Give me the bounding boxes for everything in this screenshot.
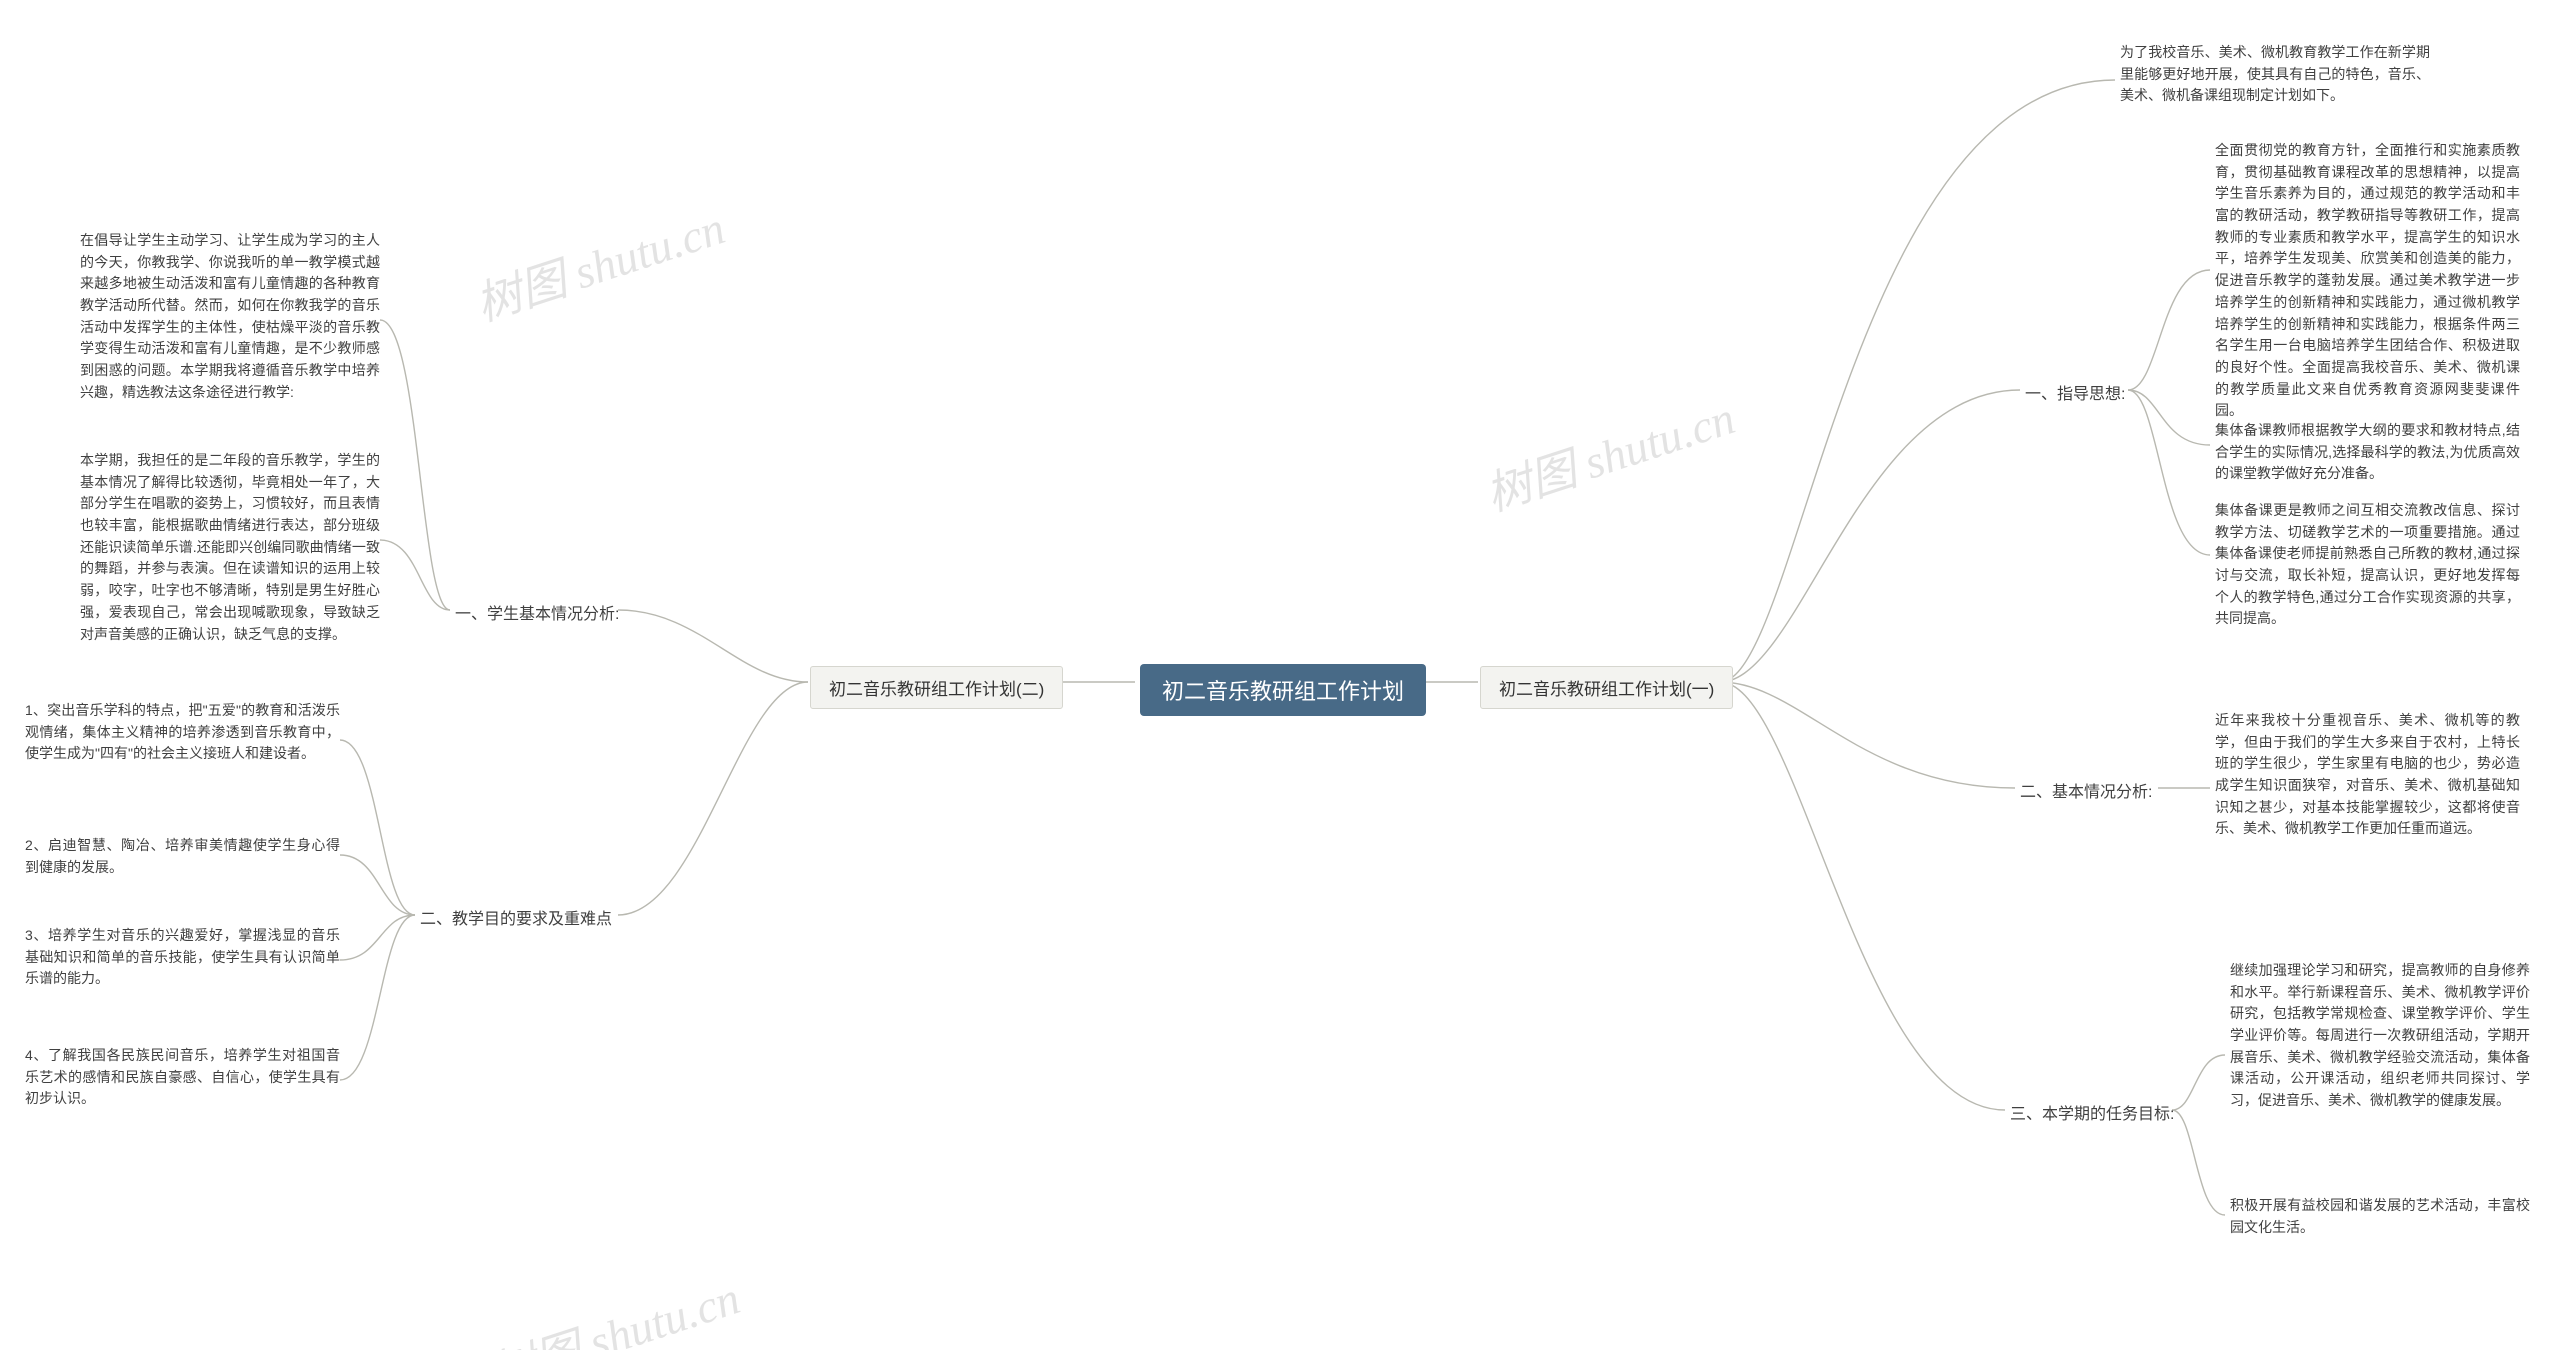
plan2-sectionA-title[interactable]: 一、学生基本情况分析: bbox=[455, 600, 619, 624]
root-node[interactable]: 初二音乐教研组工作计划 bbox=[1140, 664, 1426, 716]
watermark: 树图 shutu.cn bbox=[466, 192, 732, 335]
branch-plan-1[interactable]: 初二音乐教研组工作计划(一) bbox=[1480, 666, 1733, 709]
plan1-section3-leaf2: 积极开展有益校园和谐发展的艺术活动，丰富校园文化生活。 bbox=[2230, 1195, 2530, 1238]
watermark: 树图 shutu.cn bbox=[481, 1262, 747, 1350]
plan1-section3-title[interactable]: 三、本学期的任务目标: bbox=[2010, 1100, 2174, 1124]
plan1-section1-leaf3: 集体备课更是教师之间互相交流教改信息、探讨教学方法、切磋教学艺术的一项重要措施。… bbox=[2215, 500, 2520, 630]
plan2-sectionB-leaf2: 2、启迪智慧、陶冶、培养审美情趣使学生身心得到健康的发展。 bbox=[25, 835, 340, 878]
plan2-sectionB-leaf4: 4、了解我国各民族民间音乐，培养学生对祖国音乐艺术的感情和民族自豪感、自信心，使… bbox=[25, 1045, 340, 1110]
plan1-section1-leaf1: 全面贯彻党的教育方针，全面推行和实施素质教育，贯彻基础教育课程改革的思想精神，以… bbox=[2215, 140, 2520, 422]
branch-plan-2[interactable]: 初二音乐教研组工作计划(二) bbox=[810, 666, 1063, 709]
watermark: 树图 shutu.cn bbox=[1476, 382, 1742, 525]
plan2-sectionA-leaf1: 在倡导让学生主动学习、让学生成为学习的主人的今天，你教我学、你说我听的单一教学模… bbox=[80, 230, 380, 404]
plan1-section2-title[interactable]: 二、基本情况分析: bbox=[2020, 778, 2152, 802]
plan1-section1-title[interactable]: 一、指导思想: bbox=[2025, 380, 2125, 404]
plan2-sectionA-leaf2: 本学期，我担任的是二年段的音乐教学，学生的基本情况了解得比较透彻，毕竟相处一年了… bbox=[80, 450, 380, 645]
plan1-section3-leaf1: 继续加强理论学习和研究，提高教师的自身修养和水平。举行新课程音乐、美术、微机教学… bbox=[2230, 960, 2530, 1112]
plan2-sectionB-leaf1: 1、突出音乐学科的特点，把"五爱"的教育和活泼乐观情绪，集体主义精神的培养渗透到… bbox=[25, 700, 340, 765]
plan2-sectionB-leaf3: 3、培养学生对音乐的兴趣爱好，掌握浅显的音乐基础知识和简单的音乐技能，使学生具有… bbox=[25, 925, 340, 990]
plan1-intro: 为了我校音乐、美术、微机教育教学工作在新学期里能够更好地开展，使其具有自己的特色… bbox=[2120, 42, 2430, 107]
plan1-section1-leaf2: 集体备课教师根据教学大纲的要求和教材特点,结合学生的实际情况,选择最科学的教法,… bbox=[2215, 420, 2520, 485]
plan1-section2-leaf1: 近年来我校十分重视音乐、美术、微机等的教学，但由于我们的学生大多来自于农村，上特… bbox=[2215, 710, 2520, 840]
plan2-sectionB-title[interactable]: 二、教学目的要求及重难点 bbox=[420, 905, 612, 929]
